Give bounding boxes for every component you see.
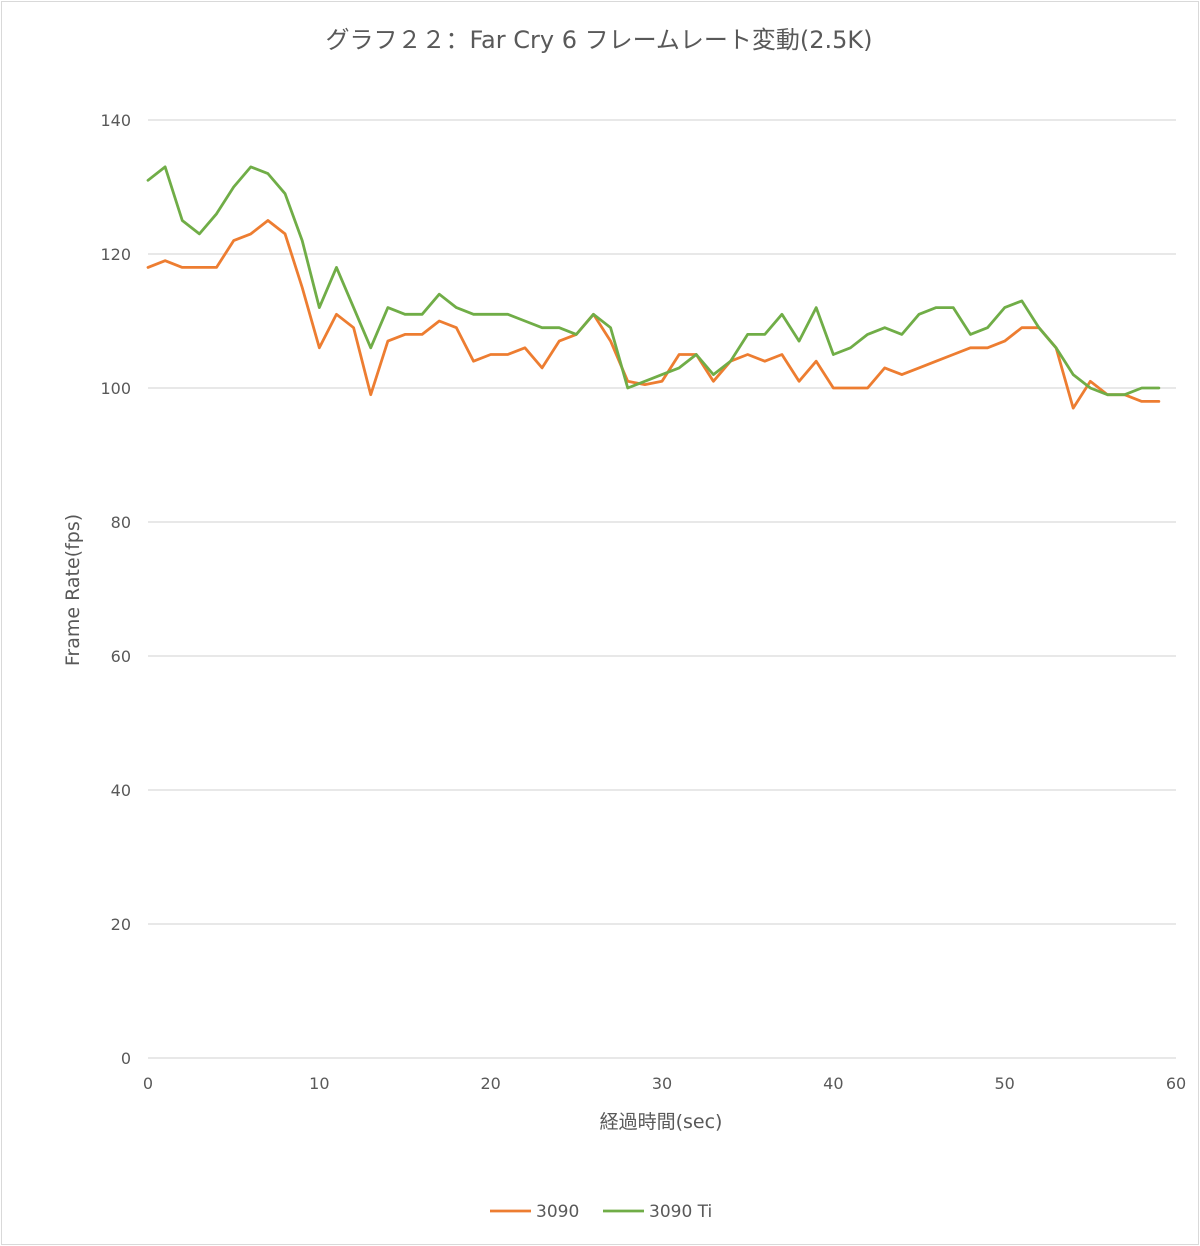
y-tick-label: 60 xyxy=(111,647,131,666)
y-tick-label: 80 xyxy=(111,513,131,532)
series-line-0 xyxy=(146,219,1161,410)
x-axis-label: 経過時間(sec) xyxy=(600,1111,723,1133)
x-tick-label: 60 xyxy=(1166,1074,1186,1093)
x-tick-label: 50 xyxy=(994,1074,1014,1093)
x-tick-label: 30 xyxy=(652,1074,672,1093)
x-tick-label: 10 xyxy=(309,1074,329,1093)
x-tick-label: 20 xyxy=(480,1074,500,1093)
y-tick-label: 40 xyxy=(111,781,131,800)
legend: 3090 3090 Ti xyxy=(490,1202,712,1222)
legend-label-0: 3090 xyxy=(536,1202,579,1222)
y-axis-label: Frame Rate(fps) xyxy=(62,514,84,666)
chart-title: グラフ２２：Far Cry 6 フレームレート変動(2.5K) xyxy=(325,26,872,54)
y-tick-label: 0 xyxy=(121,1049,131,1068)
gridlines xyxy=(148,119,1176,1059)
legend-label-1: 3090 Ti xyxy=(649,1202,712,1222)
y-axis-ticks: 0 20 40 60 80 100 120 140 xyxy=(100,111,131,1068)
x-tick-label: 0 xyxy=(143,1074,153,1093)
y-tick-label: 140 xyxy=(100,111,131,130)
x-tick-label: 40 xyxy=(823,1074,843,1093)
series-lines xyxy=(146,165,1161,410)
y-tick-label: 120 xyxy=(100,245,131,264)
y-tick-label: 100 xyxy=(100,379,131,398)
y-tick-label: 20 xyxy=(111,915,131,934)
series-line-1 xyxy=(146,165,1161,397)
x-axis-ticks: 0 10 20 30 40 50 60 xyxy=(143,1074,1186,1093)
